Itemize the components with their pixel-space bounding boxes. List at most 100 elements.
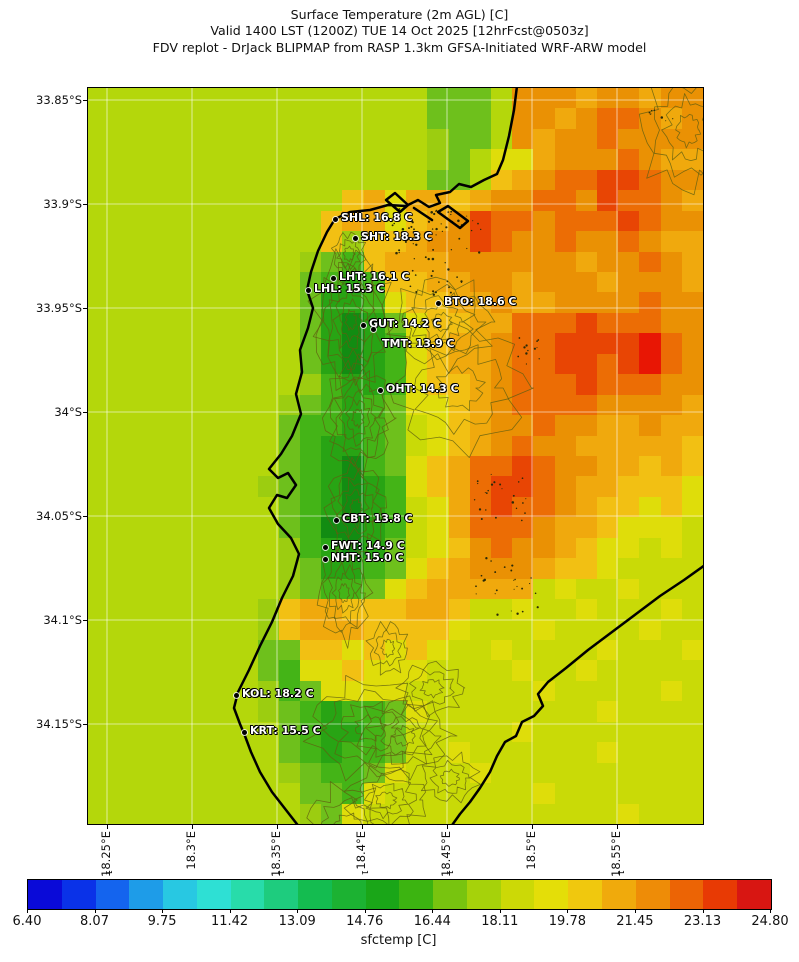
colorbar-segment: [568, 880, 603, 909]
colorbar-segment: [703, 880, 738, 909]
y-tick-mark: [83, 100, 87, 101]
y-tick-label: 33.9°S: [43, 197, 82, 211]
station-marker: [305, 287, 311, 293]
y-tick-mark: [83, 204, 87, 205]
colorbar-segment: [500, 880, 535, 909]
colorbar-tick-mark: [634, 909, 636, 913]
station-marker: [360, 322, 366, 328]
colorbar-tick-mark: [297, 909, 299, 913]
colorbar-tick-label: 24.80: [751, 914, 789, 929]
station-label: NHT: 15.0 C: [331, 551, 404, 564]
colorbar-segment: [737, 880, 771, 909]
colorbar-tick-label: 6.40: [12, 914, 42, 929]
colorbar-over-mark: 1: [445, 869, 455, 876]
station-marker: [333, 517, 339, 523]
y-tick-label: 34.15°S: [36, 717, 82, 731]
colorbar-tick-label: 13.09: [278, 914, 316, 929]
x-tick-mark: [447, 825, 448, 829]
y-tick-label: 33.85°S: [36, 93, 82, 107]
station-marker: [322, 544, 328, 550]
colorbar-segment: [433, 880, 467, 909]
colorbar-segment: [129, 880, 164, 909]
colorbar-tick-label: 18.11: [481, 914, 519, 929]
map-overlay: [88, 88, 703, 824]
colorbar-tick-mark: [162, 909, 164, 913]
colorbar-segment: [196, 880, 231, 909]
station-marker: [370, 326, 376, 332]
station-label: SHL: 16.8 C: [341, 211, 413, 224]
y-tick-mark: [83, 516, 87, 517]
chart-title: Surface Temperature (2m AGL) [C]: [290, 7, 509, 22]
station-marker: [241, 729, 247, 735]
station-label: OHT: 14.3 C: [386, 382, 459, 395]
station-marker: [377, 387, 383, 393]
y-tick-mark: [83, 412, 87, 413]
station-label: SHT: 18.3 C: [361, 230, 433, 243]
station-label: KOL: 18.2 C: [242, 687, 314, 700]
colorbar-tick-label: 23.13: [683, 914, 722, 929]
station-marker: [352, 235, 358, 241]
chart-valid-time: Valid 1400 LST (1200Z) TUE 14 Oct 2025 […: [210, 23, 589, 39]
chart-model-info: FDV replot - DrJack BLIPMAP from RASP 1.…: [152, 39, 647, 55]
colorbar-over-mark: 1: [276, 869, 286, 876]
colorbar-segment: [230, 880, 265, 909]
station-label: CBT: 13.8 C: [342, 512, 413, 525]
x-tick-mark: [617, 825, 618, 829]
colorbar-tick-mark: [229, 909, 231, 913]
colorbar-tick-mark: [27, 909, 28, 913]
colorbar-tick-label: 16.44: [413, 914, 451, 929]
y-tick-label: 33.95°S: [36, 301, 82, 315]
station-label: KRT: 15.5 C: [250, 724, 321, 737]
x-tick-mark: [192, 825, 193, 829]
x-tick-mark: [532, 825, 533, 829]
y-tick-label: 34.1°S: [43, 613, 82, 627]
x-tick-mark: [277, 825, 278, 829]
colorbar-tick-label: 8.07: [80, 914, 109, 929]
colorbar-segment: [298, 880, 332, 909]
colorbar-segment: [163, 880, 197, 909]
y-tick-mark: [83, 724, 87, 725]
station-marker: [322, 556, 328, 562]
colorbar-segment: [399, 880, 434, 909]
colorbar-tick-label: 9.75: [147, 914, 177, 929]
colorbar-tick-mark: [702, 909, 704, 913]
colorbar-caption: sfctemp [C]: [360, 933, 437, 948]
title-block: Surface Temperature (2m AGL) [C] Valid 1…: [0, 7, 799, 56]
colorbar-tick-label: 14.76: [346, 914, 384, 929]
colorbar-segment: [534, 880, 569, 909]
colorbar-tick-label: 19.78: [548, 914, 586, 929]
colorbar-tick-mark: [94, 909, 96, 913]
station-label: FWT: 14.9 C: [331, 539, 405, 552]
y-tick-mark: [83, 620, 87, 621]
station-marker: [435, 300, 441, 306]
colorbar-tick-mark: [770, 909, 771, 913]
colorbar-tick-mark: [567, 909, 569, 913]
temperature-raster: [88, 88, 703, 824]
colorbar-segment: [264, 880, 299, 909]
station-label: TMT: 13.9 C: [382, 337, 455, 350]
station-label: LHT: 16.1 C: [339, 270, 410, 283]
x-tick-mark: [362, 825, 363, 829]
colorbar-tick-mark: [364, 909, 366, 913]
station-label: BTO: 18.6 C: [444, 295, 517, 308]
colorbar-segment: [669, 880, 704, 909]
x-tick-label: 18.3°E: [184, 831, 198, 870]
colorbar-segment: [331, 880, 366, 909]
colorbar-tick-mark: [432, 909, 434, 913]
station-marker: [233, 692, 239, 698]
colorbar-over-mark: 1: [616, 869, 626, 876]
colorbar-segment: [95, 880, 130, 909]
colorbar-tick-label: 11.42: [210, 914, 249, 929]
colorbar: [27, 879, 772, 910]
map-plot-area: SHL: 16.8 C SHT: 18.3 C LHT: 16.1 C LHL: 15…: [87, 87, 704, 825]
colorbar-over-mark: 1: [360, 869, 370, 876]
colorbar-segment: [466, 880, 501, 909]
colorbar-segment: [602, 880, 636, 909]
station-label: GUT: 14.2 C: [369, 317, 442, 330]
colorbar-tick-label: 21.45: [616, 914, 654, 929]
colorbar-segment: [365, 880, 400, 909]
x-tick-mark: [107, 825, 108, 829]
station-label: LHL: 15.3 C: [314, 282, 385, 295]
colorbar-segment: [61, 880, 96, 909]
